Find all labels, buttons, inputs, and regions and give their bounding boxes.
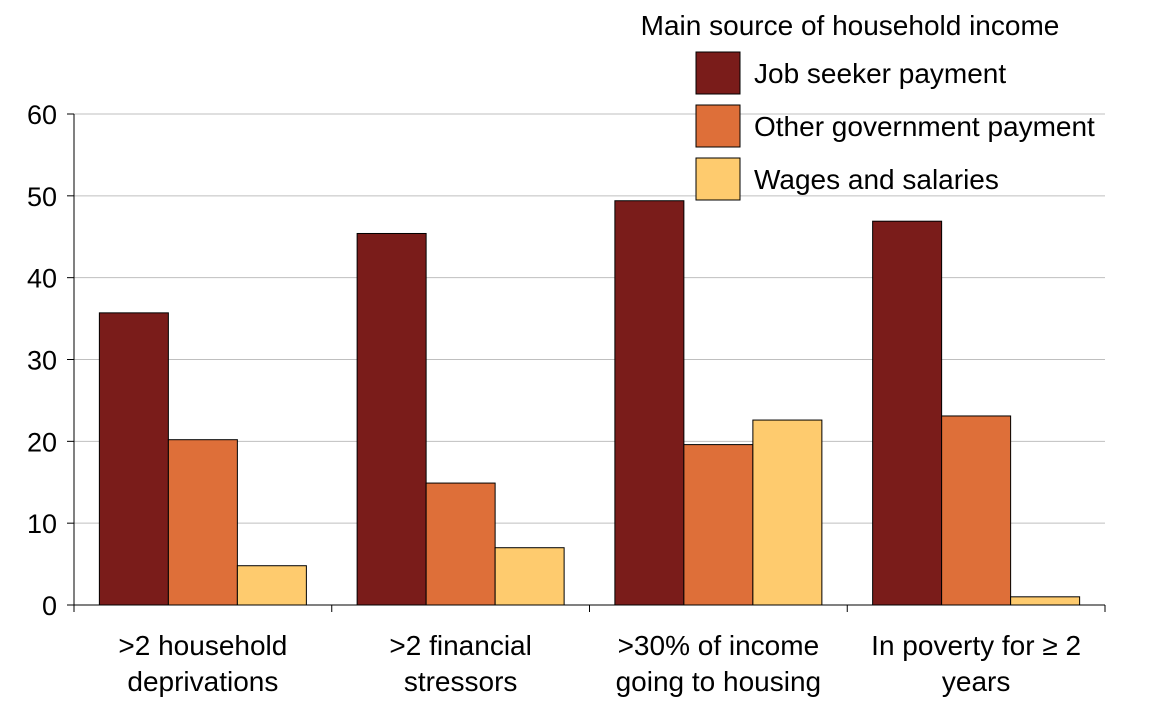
bar	[614, 200, 685, 606]
bar	[752, 419, 823, 606]
bars	[98, 200, 1081, 606]
y-tick-label: 30	[27, 346, 57, 376]
y-tick-label: 50	[27, 182, 57, 212]
category-label: years	[942, 666, 1010, 697]
bar	[872, 220, 943, 606]
category-label: going to housing	[616, 666, 822, 697]
y-tick-label: 40	[27, 264, 57, 294]
bar	[356, 232, 427, 606]
category-label: stressors	[404, 666, 518, 697]
legend-label: Wages and salaries	[754, 164, 999, 195]
bar	[236, 565, 307, 606]
bar	[1010, 596, 1081, 606]
legend-label: Other government payment	[754, 111, 1095, 142]
bar	[425, 482, 496, 606]
legend-label: Job seeker payment	[754, 58, 1006, 89]
bar	[98, 312, 169, 606]
axes	[67, 113, 1106, 612]
category-labels: >2 household deprivations >2 financial stre…	[118, 630, 1081, 697]
category-label: In poverty for ≥ 2	[871, 630, 1081, 661]
y-tick-label: 10	[27, 509, 57, 539]
legend-swatch	[695, 51, 741, 95]
legend: Main source of household income Job seek…	[641, 10, 1095, 201]
bar	[683, 444, 754, 606]
bar	[941, 415, 1012, 606]
y-tick-label: 20	[27, 427, 57, 457]
category-label: >30% of income	[618, 630, 820, 661]
category-label: >2 financial	[389, 630, 531, 661]
bar	[167, 439, 238, 606]
y-tick-labels: 0 10 20 30 40 50 60	[27, 100, 57, 621]
legend-title: Main source of household income	[641, 10, 1060, 41]
y-tick-label: 0	[42, 591, 57, 621]
y-tick-label: 60	[27, 100, 57, 130]
bar	[494, 547, 565, 606]
category-label: >2 household	[118, 630, 287, 661]
legend-swatch	[695, 104, 741, 148]
category-label: deprivations	[127, 666, 278, 697]
legend-swatch	[695, 157, 741, 201]
